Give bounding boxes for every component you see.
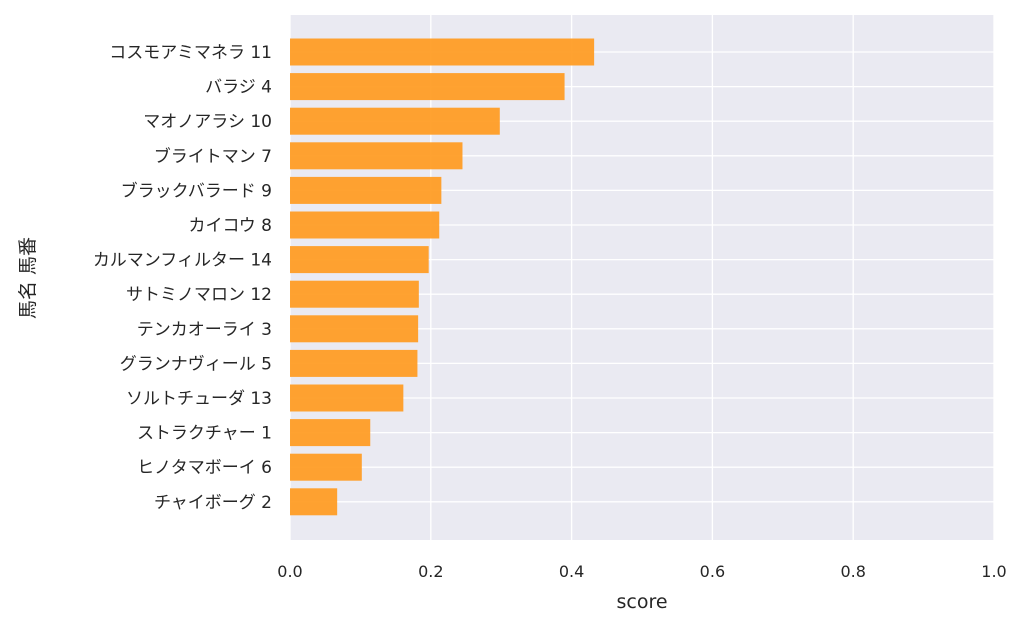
category-label: ブライトマン 7 bbox=[154, 146, 272, 167]
category-label: コスモアミマネラ 11 bbox=[109, 43, 272, 63]
x-tick-label: 0.2 bbox=[418, 562, 443, 581]
category-label: バラジ 4 bbox=[205, 78, 272, 98]
bar bbox=[290, 453, 362, 481]
category-label: カイコウ 8 bbox=[188, 216, 272, 236]
bar bbox=[290, 349, 418, 377]
bar bbox=[290, 176, 442, 204]
bar bbox=[290, 38, 595, 66]
bar bbox=[290, 142, 463, 170]
bar bbox=[290, 488, 338, 516]
y-axis-title: 馬名 馬番 bbox=[17, 237, 39, 319]
category-label: サトミノマロン 12 bbox=[126, 285, 272, 305]
category-label: テンカオーライ 3 bbox=[137, 320, 272, 340]
category-label: チャイボーグ 2 bbox=[154, 493, 272, 513]
x-tick-label: 1.0 bbox=[981, 562, 1006, 581]
bar bbox=[290, 246, 429, 274]
bars bbox=[290, 38, 595, 516]
category-label: マオノアラシ 10 bbox=[143, 112, 272, 132]
x-tick-label: 0.8 bbox=[840, 562, 865, 581]
y-category-labels: コスモアミマネラ 11 バラジ 4 マオノアラシ 10 ブライトマン 7 ブラックバラー… bbox=[93, 43, 272, 513]
bar bbox=[290, 280, 419, 308]
bar bbox=[290, 107, 500, 135]
x-tick-labels: 0.0 0.2 0.4 0.6 0.8 1.0 bbox=[277, 562, 1006, 581]
plot-background bbox=[290, 15, 994, 540]
category-label: ヒノタマボーイ 6 bbox=[137, 458, 272, 478]
category-label: ストラクチャー 1 bbox=[137, 424, 272, 444]
bar bbox=[290, 384, 404, 412]
category-label: グランナヴィール 5 bbox=[120, 354, 272, 374]
bar bbox=[290, 315, 419, 343]
category-label: カルマンフィルター 14 bbox=[93, 251, 272, 271]
category-label: ブラックバラード 9 bbox=[121, 180, 272, 201]
x-tick-label: 0.6 bbox=[700, 562, 725, 581]
x-tick-label: 0.0 bbox=[277, 562, 302, 581]
x-axis-title: score bbox=[616, 591, 667, 613]
x-tick-label: 0.4 bbox=[559, 562, 584, 581]
bar bbox=[290, 211, 440, 239]
category-label: ソルトチューダ 13 bbox=[126, 389, 272, 409]
bar bbox=[290, 73, 565, 101]
bar bbox=[290, 419, 371, 447]
